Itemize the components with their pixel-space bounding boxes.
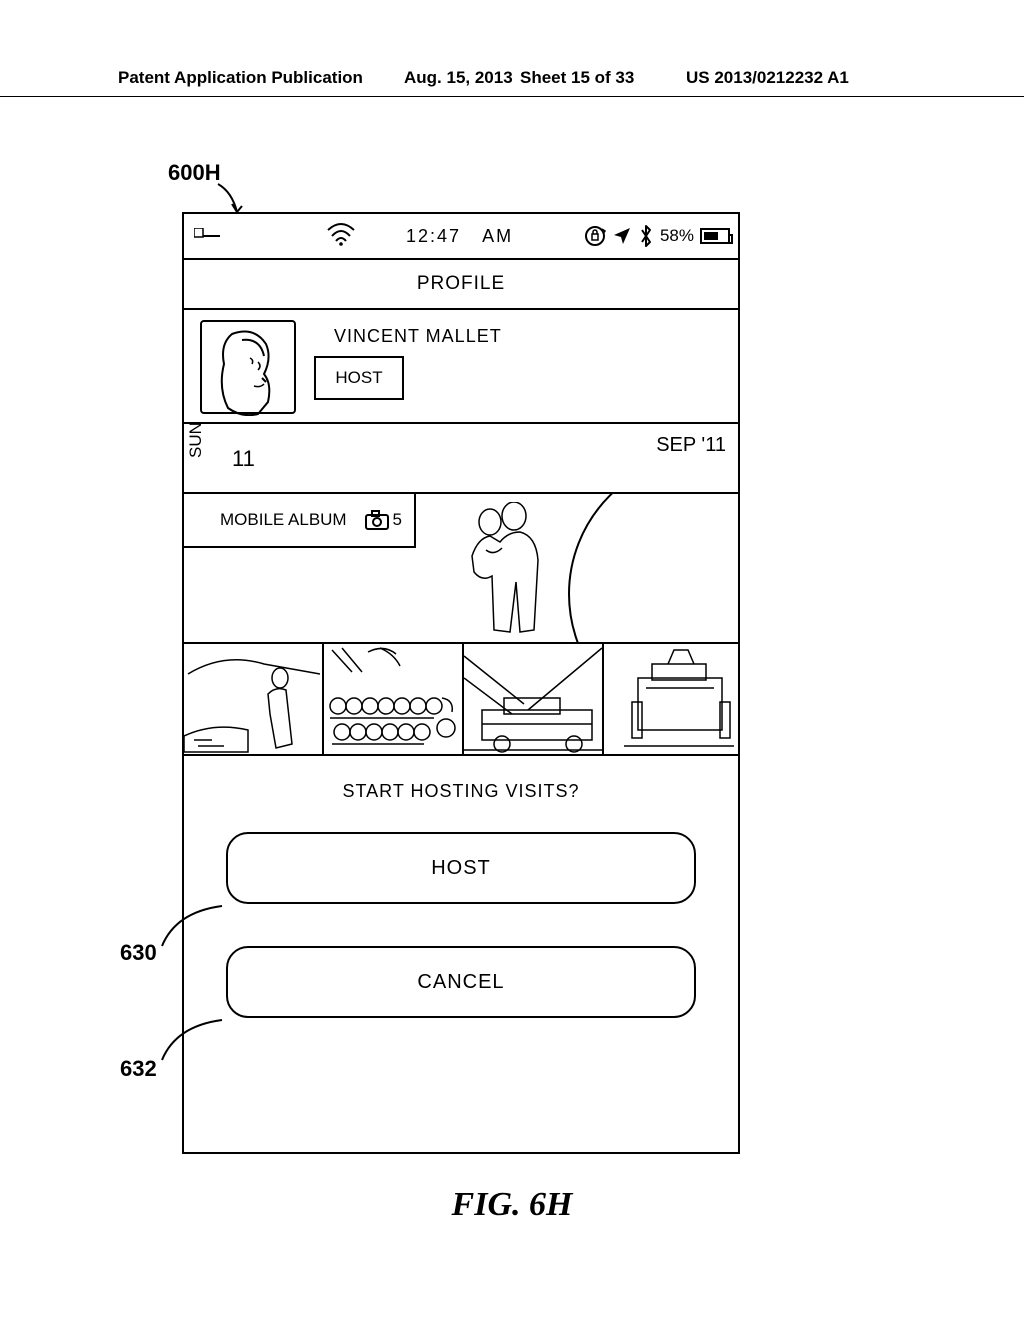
role-badge: HOST xyxy=(314,356,404,400)
header-publication: Patent Application Publication xyxy=(118,68,363,88)
thumb-illustration xyxy=(604,644,737,756)
photo-thumb-4[interactable] xyxy=(604,644,737,754)
button-area: HOST CANCEL xyxy=(184,826,738,1018)
thumb-illustration xyxy=(184,644,324,756)
avatar-illustration xyxy=(202,322,298,416)
album-label: MOBILE ALBUM xyxy=(220,510,347,530)
device-frame: 12:47 AM 58% xyxy=(182,212,740,1154)
photo-thumb-1[interactable] xyxy=(184,644,324,754)
role-label: HOST xyxy=(335,368,382,388)
status-time: 12:47 AM xyxy=(406,226,513,247)
photo-strip[interactable] xyxy=(184,644,738,756)
camera-icon xyxy=(365,510,389,530)
photo-thumb-2[interactable] xyxy=(324,644,464,754)
header-rule xyxy=(0,96,1024,97)
bluetooth-icon xyxy=(638,224,654,248)
battery-percent: 58% xyxy=(660,226,694,246)
title-label: PROFILE xyxy=(417,273,505,295)
wifi-icon xyxy=(326,222,356,248)
location-icon xyxy=(612,226,632,246)
background-arc xyxy=(568,494,738,644)
figure-caption: FIG. 6H xyxy=(0,1186,1024,1224)
battery-icon xyxy=(700,228,730,244)
status-bar: 12:47 AM 58% xyxy=(184,214,738,260)
rotate-lock-icon xyxy=(584,225,606,247)
thumb-illustration xyxy=(324,644,464,756)
header-date: Aug. 15, 2013 xyxy=(404,68,513,88)
profile-name: VINCENT MALLET xyxy=(334,326,502,347)
avatar xyxy=(200,320,296,414)
profile-row: VINCENT MALLET HOST xyxy=(184,310,738,424)
photo-thumb-3[interactable] xyxy=(464,644,604,754)
host-button-label: HOST xyxy=(431,857,491,880)
photo-count: 5 xyxy=(393,510,402,530)
day-abbrev: SUN xyxy=(186,422,206,458)
header-sheet: Sheet 15 of 33 xyxy=(520,68,634,88)
ref-630-label: 630 xyxy=(120,940,157,966)
host-button[interactable]: HOST xyxy=(226,832,696,904)
ref-632-leader xyxy=(156,1014,226,1064)
cancel-button[interactable]: CANCEL xyxy=(226,946,696,1018)
month-year: SEP '11 xyxy=(656,434,726,457)
screen-ref-label: 600H xyxy=(168,160,221,186)
status-time-value: 12:47 xyxy=(406,226,461,246)
title-bar: PROFILE xyxy=(184,260,738,310)
ref-630-leader xyxy=(156,900,226,950)
status-ampm: AM xyxy=(482,226,513,246)
album-panel[interactable]: MOBILE ALBUM 5 xyxy=(184,494,738,644)
thumb-illustration xyxy=(464,644,604,756)
ref-632-label: 632 xyxy=(120,1056,157,1082)
menu-icon xyxy=(194,228,222,242)
photo-count-group: 5 xyxy=(365,510,402,530)
header-docnum: US 2013/0212232 A1 xyxy=(686,68,849,88)
album-tag: MOBILE ALBUM 5 xyxy=(184,494,416,548)
prompt-row: START HOSTING VISITS? xyxy=(184,756,738,826)
prompt-text: START HOSTING VISITS? xyxy=(342,781,579,802)
status-right-group: 58% xyxy=(584,224,730,248)
date-row: SUN 11 SEP '11 xyxy=(184,424,738,494)
album-hero-illustration xyxy=(434,502,564,642)
cancel-button-label: CANCEL xyxy=(417,971,504,994)
day-number: 11 xyxy=(232,446,255,472)
